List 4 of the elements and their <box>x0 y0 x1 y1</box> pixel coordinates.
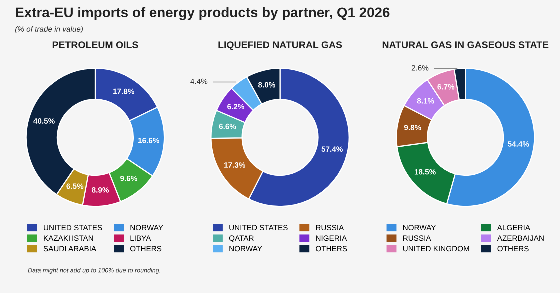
chart-title: PETROLEUM OILS <box>52 42 138 48</box>
chart-title: LIQUEFIED NATURAL GAS <box>218 42 342 50</box>
chart-title: NATURAL GAS IN GASEOUS STATE <box>382 42 549 48</box>
text: Extra-EU imports of energy products by partner, Q1 2026 <box>16 7 390 20</box>
